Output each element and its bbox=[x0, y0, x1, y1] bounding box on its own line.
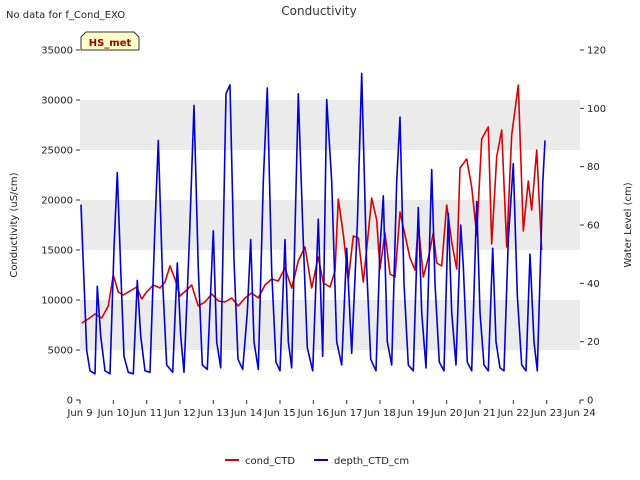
badge-label: HS_met bbox=[89, 38, 132, 49]
y-left-tick-label: 5000 bbox=[48, 346, 73, 357]
y-right-tick-label: 120 bbox=[587, 46, 606, 57]
chart-title: Conductivity bbox=[281, 4, 356, 18]
y-left-tick-label: 10000 bbox=[41, 296, 73, 307]
y-axis-left: 0 5000 10000 15000 20000 25000 30000 35000 bbox=[41, 46, 80, 407]
badge-shape bbox=[80, 31, 140, 51]
y-left-tick-label: 15000 bbox=[41, 246, 73, 257]
x-tick-label: Jun 23 bbox=[530, 408, 563, 419]
y-right-tick-label: 0 bbox=[587, 396, 593, 407]
x-tick-label: Jun 20 bbox=[430, 408, 463, 419]
y-right-tick-label: 100 bbox=[587, 104, 606, 115]
plot-area bbox=[80, 50, 580, 400]
legend: cond_CTD depth_CTD_cm bbox=[225, 456, 409, 467]
y-left-tick-label: 35000 bbox=[41, 46, 73, 57]
x-tick-label: Jun 14 bbox=[230, 408, 263, 419]
x-tick-label: Jun 16 bbox=[297, 408, 330, 419]
series-line-cond_CTD bbox=[81, 84, 543, 324]
y-axis-left-label: Conductivity (uS/cm) bbox=[9, 172, 20, 277]
x-tick-label: Jun 9 bbox=[66, 408, 92, 419]
x-tick-label: Jun 21 bbox=[463, 408, 496, 419]
x-tick-label: Jun 15 bbox=[263, 408, 296, 419]
y-left-tick-label: 25000 bbox=[41, 146, 73, 157]
x-tick-label: Jun 13 bbox=[197, 408, 230, 419]
x-tick-label: Jun 22 bbox=[497, 408, 530, 419]
y-axis-right-label: Water Level (cm) bbox=[623, 182, 634, 267]
series-line-depth_CTD_cm bbox=[80, 72, 546, 375]
station-badge: HS_met bbox=[80, 31, 140, 51]
x-tick-label: Jun 24 bbox=[563, 408, 596, 419]
x-axis: Jun 9 Jun 10 Jun 11 Jun 12 Jun 13 Jun 14 Jun 1… bbox=[66, 400, 596, 419]
y-right-tick-label: 20 bbox=[587, 337, 600, 348]
x-tick-label: Jun 12 bbox=[163, 408, 196, 419]
y-left-tick-label: 20000 bbox=[41, 196, 73, 207]
y-left-tick-label: 0 bbox=[67, 396, 73, 407]
legend-label: depth_CTD_cm bbox=[334, 456, 409, 467]
series-layer bbox=[80, 72, 546, 375]
x-tick-label: Jun 18 bbox=[363, 408, 396, 419]
no-data-note: No data for f_Cond_EXO bbox=[6, 10, 125, 21]
background-band bbox=[80, 200, 580, 250]
x-tick-label: Jun 19 bbox=[397, 408, 430, 419]
y-right-tick-label: 40 bbox=[587, 279, 600, 290]
x-tick-label: Jun 11 bbox=[130, 408, 163, 419]
y-axis-right: 0 20 40 60 80 100 120 bbox=[580, 46, 606, 407]
x-tick-label: Jun 17 bbox=[330, 408, 363, 419]
x-tick-label: Jun 10 bbox=[97, 408, 130, 419]
y-right-tick-label: 80 bbox=[587, 162, 600, 173]
legend-label: cond_CTD bbox=[245, 456, 295, 467]
y-right-tick-label: 60 bbox=[587, 221, 600, 232]
y-left-tick-label: 30000 bbox=[41, 96, 73, 107]
